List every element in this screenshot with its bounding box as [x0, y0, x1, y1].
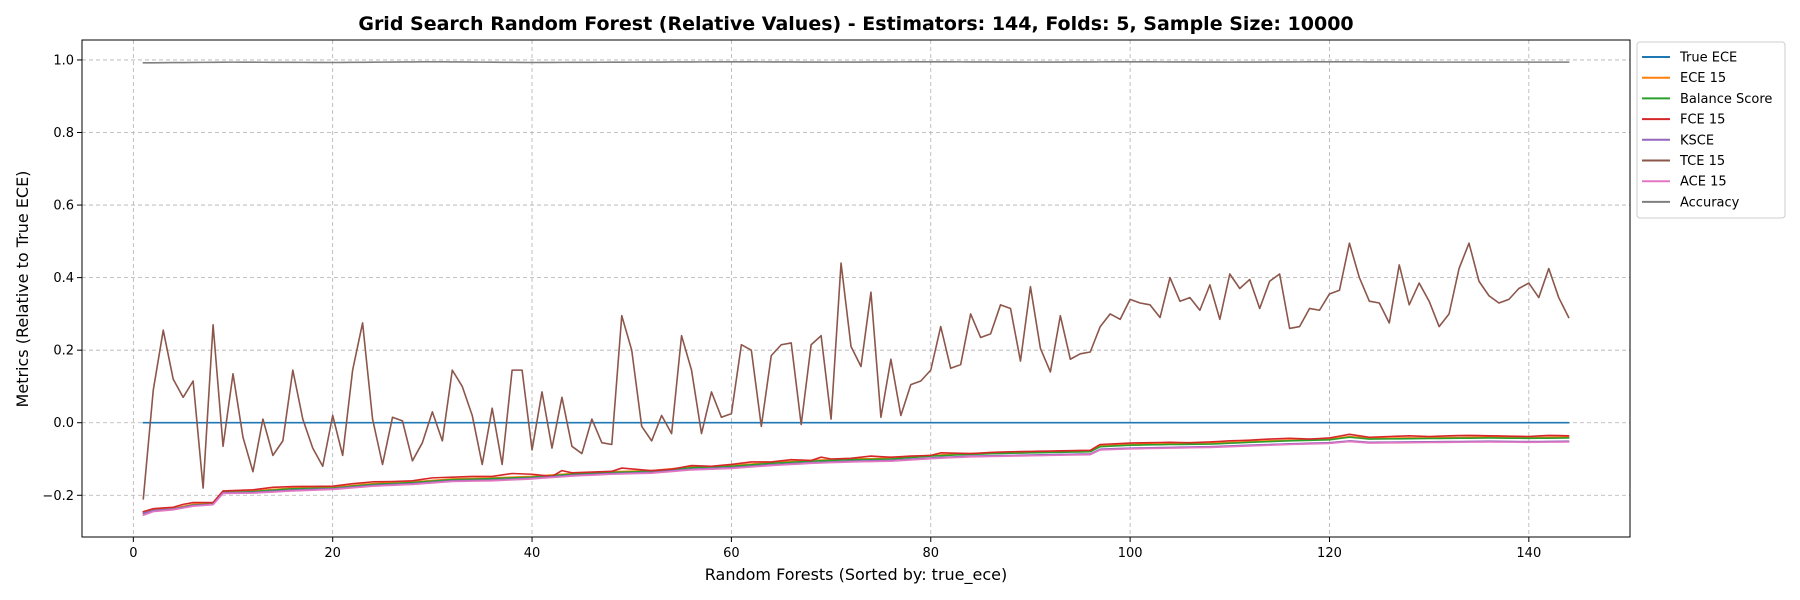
legend-label-ece-15: ECE 15	[1680, 71, 1726, 86]
legend-label-ksce: KSCE	[1680, 133, 1714, 148]
y-tick-label: 0.4	[53, 271, 74, 286]
x-tick-label: 120	[1317, 546, 1342, 561]
y-tick-label: 0.0	[53, 416, 74, 431]
legend-label-true-ece: True ECE	[1679, 51, 1737, 66]
y-tick-label: −0.2	[42, 489, 74, 504]
series-line-accuracy	[142, 60, 1570, 64]
legend-frame	[1636, 41, 1786, 219]
x-tick-label: 100	[1118, 546, 1143, 561]
x-tick-label: 40	[524, 546, 541, 561]
y-tick-label: 0.8	[53, 126, 74, 141]
x-tick-label: 20	[324, 546, 341, 561]
series-line-tce-15	[142, 242, 1570, 500]
legend-label-fce-15: FCE 15	[1680, 113, 1725, 128]
y-axis-label: Metrics (Relative to True ECE)	[13, 171, 32, 408]
legend-label-ace-15: ACE 15	[1680, 175, 1727, 190]
tick-layer: 0 20 40 60 80 100 120 140 −0.2 0.0 0.2 0.4 0.6 0.8 1.0	[42, 53, 1541, 561]
series-line-fce-15	[142, 433, 1570, 513]
legend: True ECE ECE 15 Balance Score FCE 15 KSCE TCE…	[1636, 41, 1786, 219]
series-line-ace-15	[142, 440, 1570, 517]
x-tick-label: 140	[1516, 546, 1541, 561]
legend-label-balance-score: Balance Score	[1680, 92, 1772, 107]
x-tick-label: 80	[922, 546, 939, 561]
plot-frame	[81, 39, 1631, 538]
y-tick-label: 0.6	[53, 199, 74, 214]
plot-area	[82, 40, 1630, 537]
y-tick-label: 1.0	[53, 53, 74, 68]
chart-title: Grid Search Random Forest (Relative Valu…	[358, 13, 1353, 35]
legend-label-tce-15: TCE 15	[1679, 154, 1725, 169]
series-line-balance-score	[142, 436, 1570, 515]
x-tick-label: 60	[723, 546, 740, 561]
x-tick-label: 0	[129, 546, 137, 561]
y-tick-label: 0.2	[53, 344, 74, 359]
grid-layer	[82, 40, 1630, 537]
series-layer	[142, 60, 1570, 517]
x-axis-label: Random Forests (Sorted by: true_ece)	[705, 565, 1007, 585]
legend-label-accuracy: Accuracy	[1680, 195, 1740, 210]
